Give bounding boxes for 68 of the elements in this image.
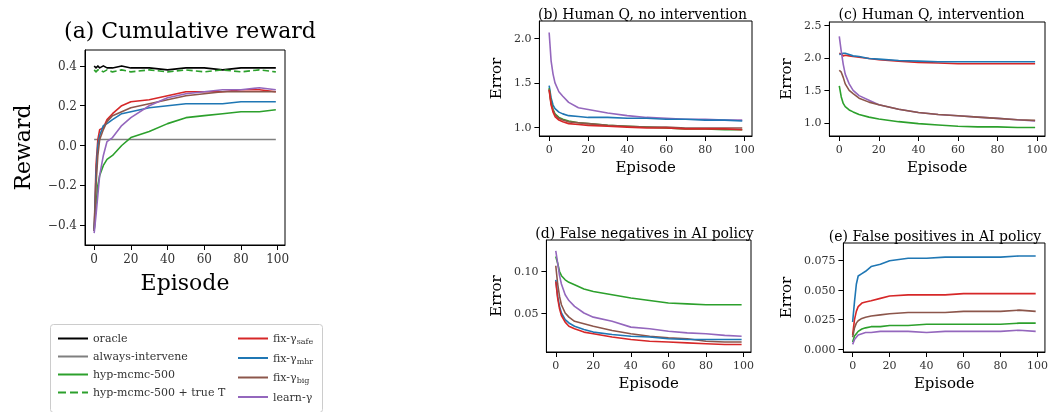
- x-tick-label: 40: [159, 252, 176, 266]
- legend-label: oracle: [93, 332, 128, 345]
- chart-title: (b) Human Q, no intervention: [537, 6, 748, 22]
- legend-label: hyp-mcmc-500 + true T: [93, 386, 226, 399]
- chart-title: (d) False negatives in AI policy: [535, 225, 754, 241]
- y-tick-label: 0.025: [803, 313, 836, 327]
- x-tick-label: 60: [659, 143, 674, 156]
- y-tick-label: 1.0: [513, 120, 532, 134]
- y-tick-label: 1.5: [803, 83, 822, 97]
- x-tick-label: 0: [835, 143, 843, 156]
- y-tick-label: −0.2: [47, 178, 77, 193]
- chart-title: (c) Human Q, intervention: [838, 6, 1025, 22]
- y-axis-title: Error: [486, 274, 505, 317]
- x-tick-label: 20: [581, 143, 596, 156]
- y-tick-label: 0.075: [803, 254, 836, 268]
- x-tick-label: 60: [950, 143, 965, 156]
- y-tick-label: −0.4: [47, 218, 78, 233]
- x-tick-label: 80: [698, 143, 713, 156]
- y-tick-label: 1.0: [803, 116, 822, 130]
- x-tick-label: 60: [661, 359, 676, 372]
- x-tick-label: 20: [871, 143, 886, 156]
- x-tick-label: 20: [586, 359, 601, 372]
- x-tick-label: 40: [919, 359, 934, 372]
- x-tick-label: 100: [1026, 143, 1048, 156]
- x-tick-label: 40: [620, 143, 635, 156]
- y-axis-title: Error: [486, 56, 505, 100]
- y-tick-label: 0.0: [57, 138, 77, 153]
- chart-title: (a) Cumulative reward: [64, 17, 316, 43]
- x-axis-title: Episode: [913, 374, 975, 393]
- y-tick-label: 0.2: [57, 98, 77, 113]
- y-tick-label: 0.05: [513, 306, 539, 320]
- legend-label: learn-γ: [273, 390, 313, 404]
- x-axis-title: Episode: [140, 269, 230, 295]
- x-tick-label: 40: [623, 359, 638, 372]
- x-axis-title: Episode: [906, 158, 968, 177]
- x-tick-label: 100: [266, 252, 290, 266]
- legend-label: always-intervene: [93, 350, 188, 363]
- x-tick-label: 20: [123, 252, 139, 266]
- y-axis-title: Error: [776, 57, 795, 100]
- chart-title: (e) False positives in AI policy: [828, 228, 1042, 244]
- x-tick-label: 100: [1027, 359, 1049, 372]
- y-tick-label: 1.5: [513, 76, 532, 90]
- x-tick-label: 0: [552, 359, 560, 372]
- y-tick-label: 0.000: [803, 342, 836, 356]
- x-tick-label: 100: [733, 143, 755, 156]
- x-tick-label: 60: [956, 359, 971, 372]
- x-tick-label: 0: [545, 143, 553, 156]
- y-axis-title: Reward: [9, 104, 35, 191]
- x-tick-label: 0: [90, 252, 98, 266]
- x-tick-label: 80: [233, 252, 249, 266]
- x-tick-label: 80: [993, 359, 1008, 372]
- legend-label: hyp-mcmc-500: [93, 368, 175, 381]
- y-tick-label: 2.0: [513, 32, 532, 46]
- x-tick-label: 20: [882, 359, 897, 372]
- x-axis-title: Episode: [618, 374, 680, 393]
- y-tick-label: 0.10: [513, 265, 539, 279]
- x-tick-label: 0: [849, 359, 857, 372]
- y-axis-title: Error: [776, 275, 795, 319]
- x-tick-label: 60: [196, 252, 212, 266]
- y-tick-label: 0.4: [57, 58, 78, 73]
- y-tick-label: 2.0: [803, 51, 822, 65]
- x-tick-label: 80: [698, 359, 713, 372]
- y-tick-label: 2.5: [803, 18, 822, 32]
- y-tick-label: 0.050: [803, 283, 836, 297]
- x-tick-label: 100: [732, 359, 754, 372]
- x-tick-label: 80: [990, 143, 1005, 156]
- x-axis-title: Episode: [615, 158, 677, 177]
- x-tick-label: 40: [911, 143, 926, 156]
